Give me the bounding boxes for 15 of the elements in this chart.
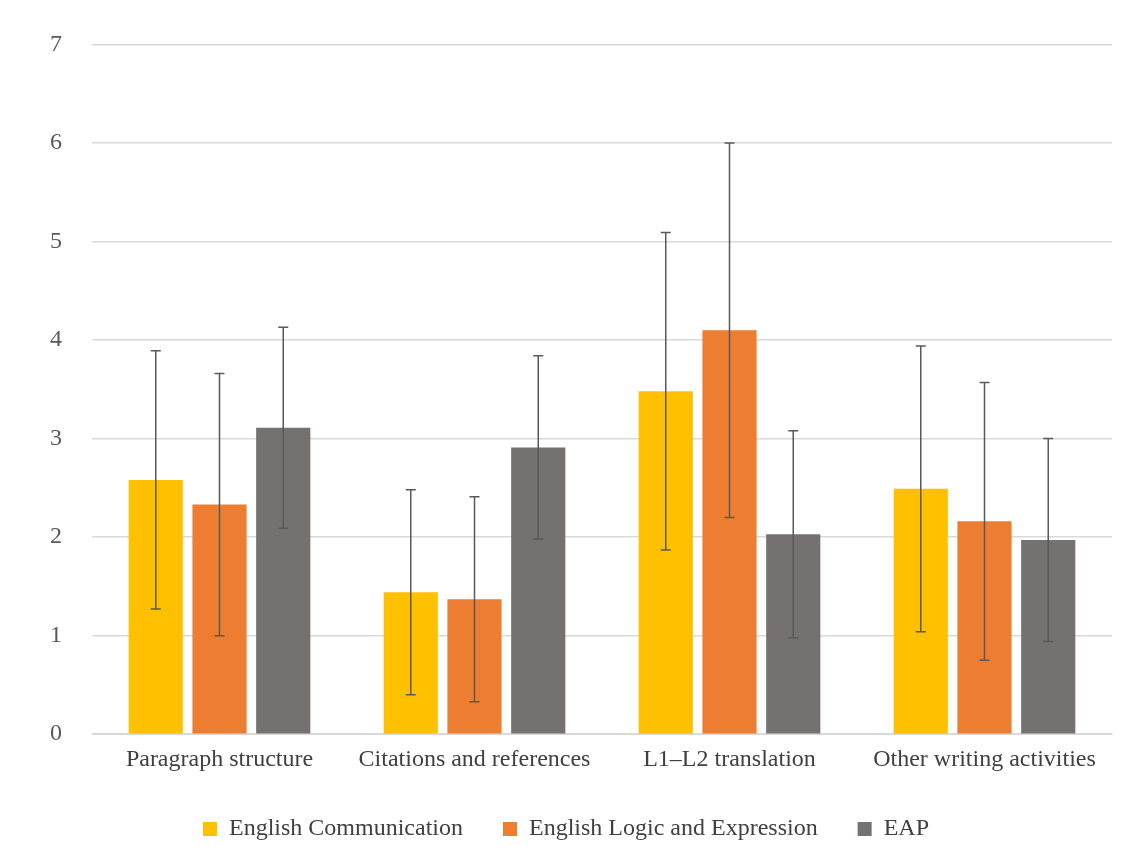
legend-label: English Logic and Expression (529, 814, 818, 841)
y-tick-label: 7 (50, 29, 62, 56)
legend-label: EAP (883, 814, 929, 841)
x-tick-label: Other writing activities (873, 744, 1096, 771)
y-tick-label: 4 (50, 325, 62, 352)
y-tick-label: 0 (50, 719, 62, 746)
x-tick-label: Citations and references (358, 744, 591, 771)
legend-label: English Communication (229, 814, 464, 841)
x-tick-label: L1–L2 translation (643, 744, 816, 771)
y-tick-label: 2 (50, 522, 62, 549)
y-tick-label: 3 (50, 423, 62, 450)
y-tick-label: 1 (50, 620, 62, 647)
y-tick-label: 5 (50, 226, 62, 253)
y-tick-label: 6 (50, 128, 62, 155)
x-tick-label: Paragraph structure (125, 744, 314, 771)
